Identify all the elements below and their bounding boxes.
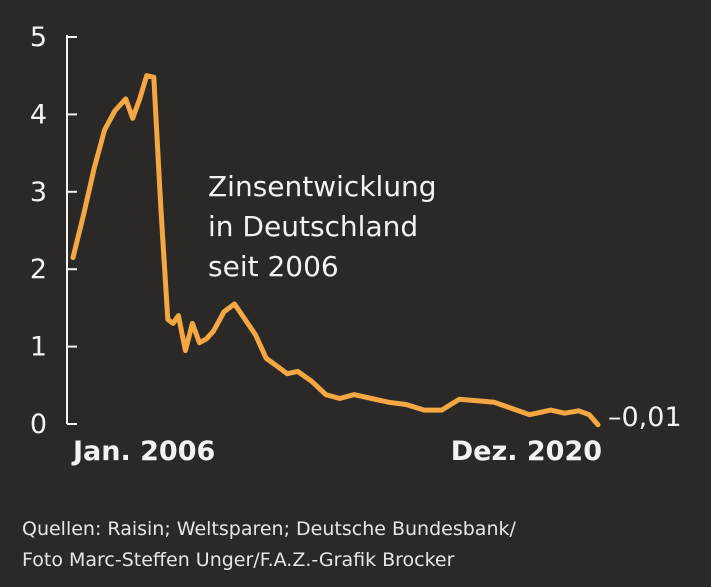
source-line-2: Foto Marc-Steffen Unger/F.A.Z.-Grafik Br…	[22, 549, 455, 571]
x-tick-label-end: Dez. 2020	[451, 436, 602, 467]
x-tick-label-start: Jan. 2006	[71, 436, 215, 467]
y-tick-label-3: 3	[30, 177, 47, 208]
series-line-0	[70, 73, 601, 428]
source-line-1: Quellen: Raisin; Weltsparen; Deutsche Bu…	[22, 518, 516, 540]
end-value-label: –0,01	[608, 402, 682, 433]
y-tick-label-4: 4	[30, 99, 47, 130]
title-line-2: in Deutschland	[208, 210, 418, 243]
title-line-1: Zinsentwicklung	[208, 170, 437, 203]
y-tick-label-2: 2	[30, 254, 47, 285]
y-tick-label-0: 0	[30, 409, 47, 440]
y-tick-label-5: 5	[30, 22, 47, 53]
title-line-3: seit 2006	[208, 250, 339, 283]
y-tick-label-1: 1	[30, 332, 47, 363]
